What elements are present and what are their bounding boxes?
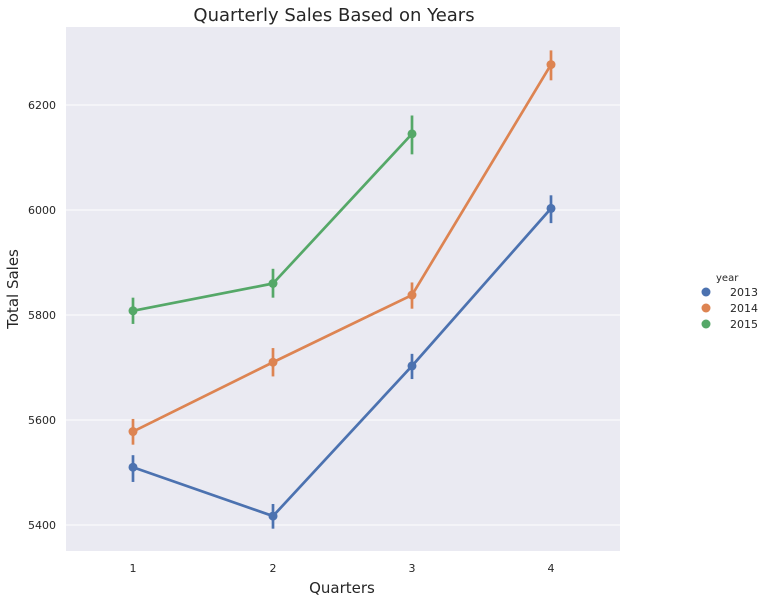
x-tick-labels: 1 2 3 4	[130, 562, 555, 575]
y-tick-label: 6200	[28, 99, 56, 112]
data-point	[268, 279, 278, 288]
x-axis-title: Quarters	[309, 579, 375, 597]
data-point	[128, 462, 138, 472]
series-line-2013	[132, 207, 553, 518]
x-tick-label: 3	[409, 562, 416, 575]
y-tick-label: 5400	[28, 519, 56, 532]
data-point	[407, 129, 417, 139]
legend-marker-2015	[701, 319, 711, 329]
plot-area	[66, 27, 620, 551]
data-point	[546, 203, 556, 213]
series-line-2014	[132, 63, 553, 433]
data-point	[407, 290, 417, 300]
series-group	[128, 50, 556, 529]
y-tick-label: 5800	[28, 309, 56, 322]
y-axis-title: Total Sales	[4, 249, 22, 330]
data-point	[407, 361, 417, 371]
x-tick-label: 2	[270, 562, 277, 575]
y-tick-label: 5600	[28, 414, 56, 427]
legend-title: year	[716, 273, 739, 284]
legend-label-2013: 2013	[730, 286, 758, 299]
chart-title: Quarterly Sales Based on Years	[193, 5, 474, 26]
x-tick-label: 4	[548, 562, 555, 575]
x-tick-label: 1	[130, 562, 137, 575]
data-point	[128, 427, 138, 437]
legend-marker-2013	[701, 287, 711, 297]
data-point	[128, 306, 138, 316]
series-2014	[128, 50, 556, 445]
y-tick-label: 6000	[28, 204, 56, 217]
data-point	[546, 60, 556, 70]
series-2013	[128, 195, 556, 529]
legend-label-2014: 2014	[730, 302, 758, 315]
series-2015	[128, 115, 417, 324]
legend-label-2015: 2015	[730, 318, 758, 331]
legend-marker-2014	[701, 303, 711, 313]
data-point	[268, 511, 278, 521]
y-tick-labels: 5400 5600 5800 6000 6200	[28, 99, 56, 532]
legend: year 2013 2014 2015	[701, 273, 758, 331]
data-point	[268, 357, 278, 367]
